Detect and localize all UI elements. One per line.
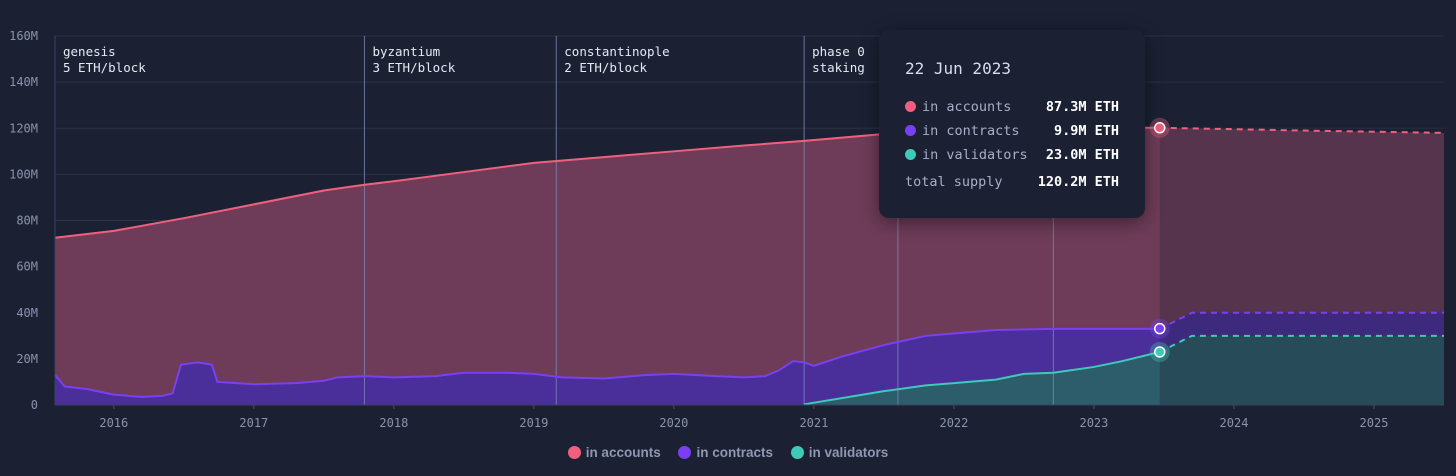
legend-item-contracts[interactable]: in contracts bbox=[678, 445, 773, 460]
x-tick-label: 2025 bbox=[1360, 416, 1389, 430]
x-tick-label: 2024 bbox=[1220, 416, 1249, 430]
legend-label: in validators bbox=[808, 445, 889, 460]
tooltip-row-validators: in validators 23.0M ETH bbox=[905, 146, 1119, 164]
y-tick-label: 120M bbox=[9, 121, 38, 135]
axes: 0 20M 40M 60M 80M 100M 120M 140M 160M 2016 2017 201… bbox=[9, 29, 1444, 430]
event-label: genesis bbox=[63, 44, 116, 59]
tooltip-total-value: 120.2M ETH bbox=[1037, 174, 1119, 190]
y-tick-label: 80M bbox=[16, 214, 38, 228]
x-tick-label: 2016 bbox=[99, 416, 128, 430]
hover-point[interactable] bbox=[1154, 122, 1166, 134]
event-issuance-label: staking bbox=[812, 60, 865, 75]
y-tick-label: 160M bbox=[9, 29, 38, 43]
legend: in accounts in contracts in validators bbox=[0, 445, 1456, 460]
tooltip-row-accounts: in accounts 87.3M ETH bbox=[905, 98, 1119, 116]
hover-point[interactable] bbox=[1154, 322, 1166, 335]
x-tick-label: 2022 bbox=[939, 416, 968, 430]
event-label: phase 0 bbox=[812, 44, 865, 59]
accounts-dot-icon bbox=[905, 101, 916, 112]
tooltip-value: 9.9M ETH bbox=[1053, 123, 1119, 139]
y-tick-label: 0 bbox=[31, 398, 38, 412]
tooltip-date: 22 Jun 2023 bbox=[905, 59, 1011, 78]
y-tick-label: 20M bbox=[16, 352, 38, 366]
event-issuance-label: 5 ETH/block bbox=[63, 60, 146, 75]
tooltip-row-contracts: in contracts 9.9M ETH bbox=[905, 122, 1119, 140]
tooltip-value: 87.3M ETH bbox=[1045, 99, 1119, 115]
hover-point[interactable] bbox=[1154, 346, 1166, 358]
validators-projection-line bbox=[1159, 334, 1444, 353]
x-tick-label: 2018 bbox=[379, 416, 408, 430]
event-issuance-label: 3 ETH/block bbox=[372, 60, 455, 75]
legend-item-accounts[interactable]: in accounts bbox=[567, 445, 661, 460]
tooltip-label: in accounts bbox=[922, 99, 1012, 115]
accounts-projection-line bbox=[1159, 126, 1445, 134]
x-tick-label: 2020 bbox=[659, 416, 688, 430]
y-tick-label: 60M bbox=[16, 260, 38, 274]
event-issuance-label: 2 ETH/block bbox=[564, 60, 647, 75]
projection-shade bbox=[1159, 36, 1444, 405]
tooltip-row-total: total supply 120.2M ETH bbox=[905, 173, 1119, 191]
tooltip-total-label: total supply bbox=[905, 174, 1003, 190]
contracts-dot-icon bbox=[905, 125, 916, 136]
legend-label: in accounts bbox=[585, 445, 661, 460]
legend-label: in contracts bbox=[696, 445, 773, 460]
validators-line bbox=[803, 350, 1160, 406]
y-tick-label: 100M bbox=[9, 167, 38, 181]
tooltip-label: in validators bbox=[922, 147, 1028, 163]
validators-dot-icon bbox=[905, 149, 916, 160]
contracts-line bbox=[54, 327, 1160, 398]
validators-area bbox=[804, 335, 1444, 405]
y-tick-label: 140M bbox=[9, 75, 38, 89]
hover-tooltip: 22 Jun 2023 in accounts 87.3M ETH in con… bbox=[879, 30, 1145, 218]
x-tick-label: 2017 bbox=[239, 416, 268, 430]
legend-item-validators[interactable]: in validators bbox=[790, 445, 889, 460]
x-tick-label: 2023 bbox=[1079, 416, 1108, 430]
contracts-dot-icon bbox=[678, 446, 692, 459]
y-tick-label: 40M bbox=[16, 306, 38, 320]
event-label: constantinople bbox=[564, 44, 669, 59]
hover-markers[interactable] bbox=[1149, 117, 1170, 362]
tooltip-value: 23.0M ETH bbox=[1045, 147, 1119, 163]
tooltip-label: in contracts bbox=[922, 123, 1020, 139]
event-label: byzantium bbox=[372, 44, 440, 59]
contracts-projection-line bbox=[1159, 311, 1444, 330]
x-tick-label: 2021 bbox=[799, 416, 828, 430]
accounts-dot-icon bbox=[567, 446, 581, 459]
x-tick-label: 2019 bbox=[519, 416, 548, 430]
validators-dot-icon bbox=[790, 446, 804, 459]
